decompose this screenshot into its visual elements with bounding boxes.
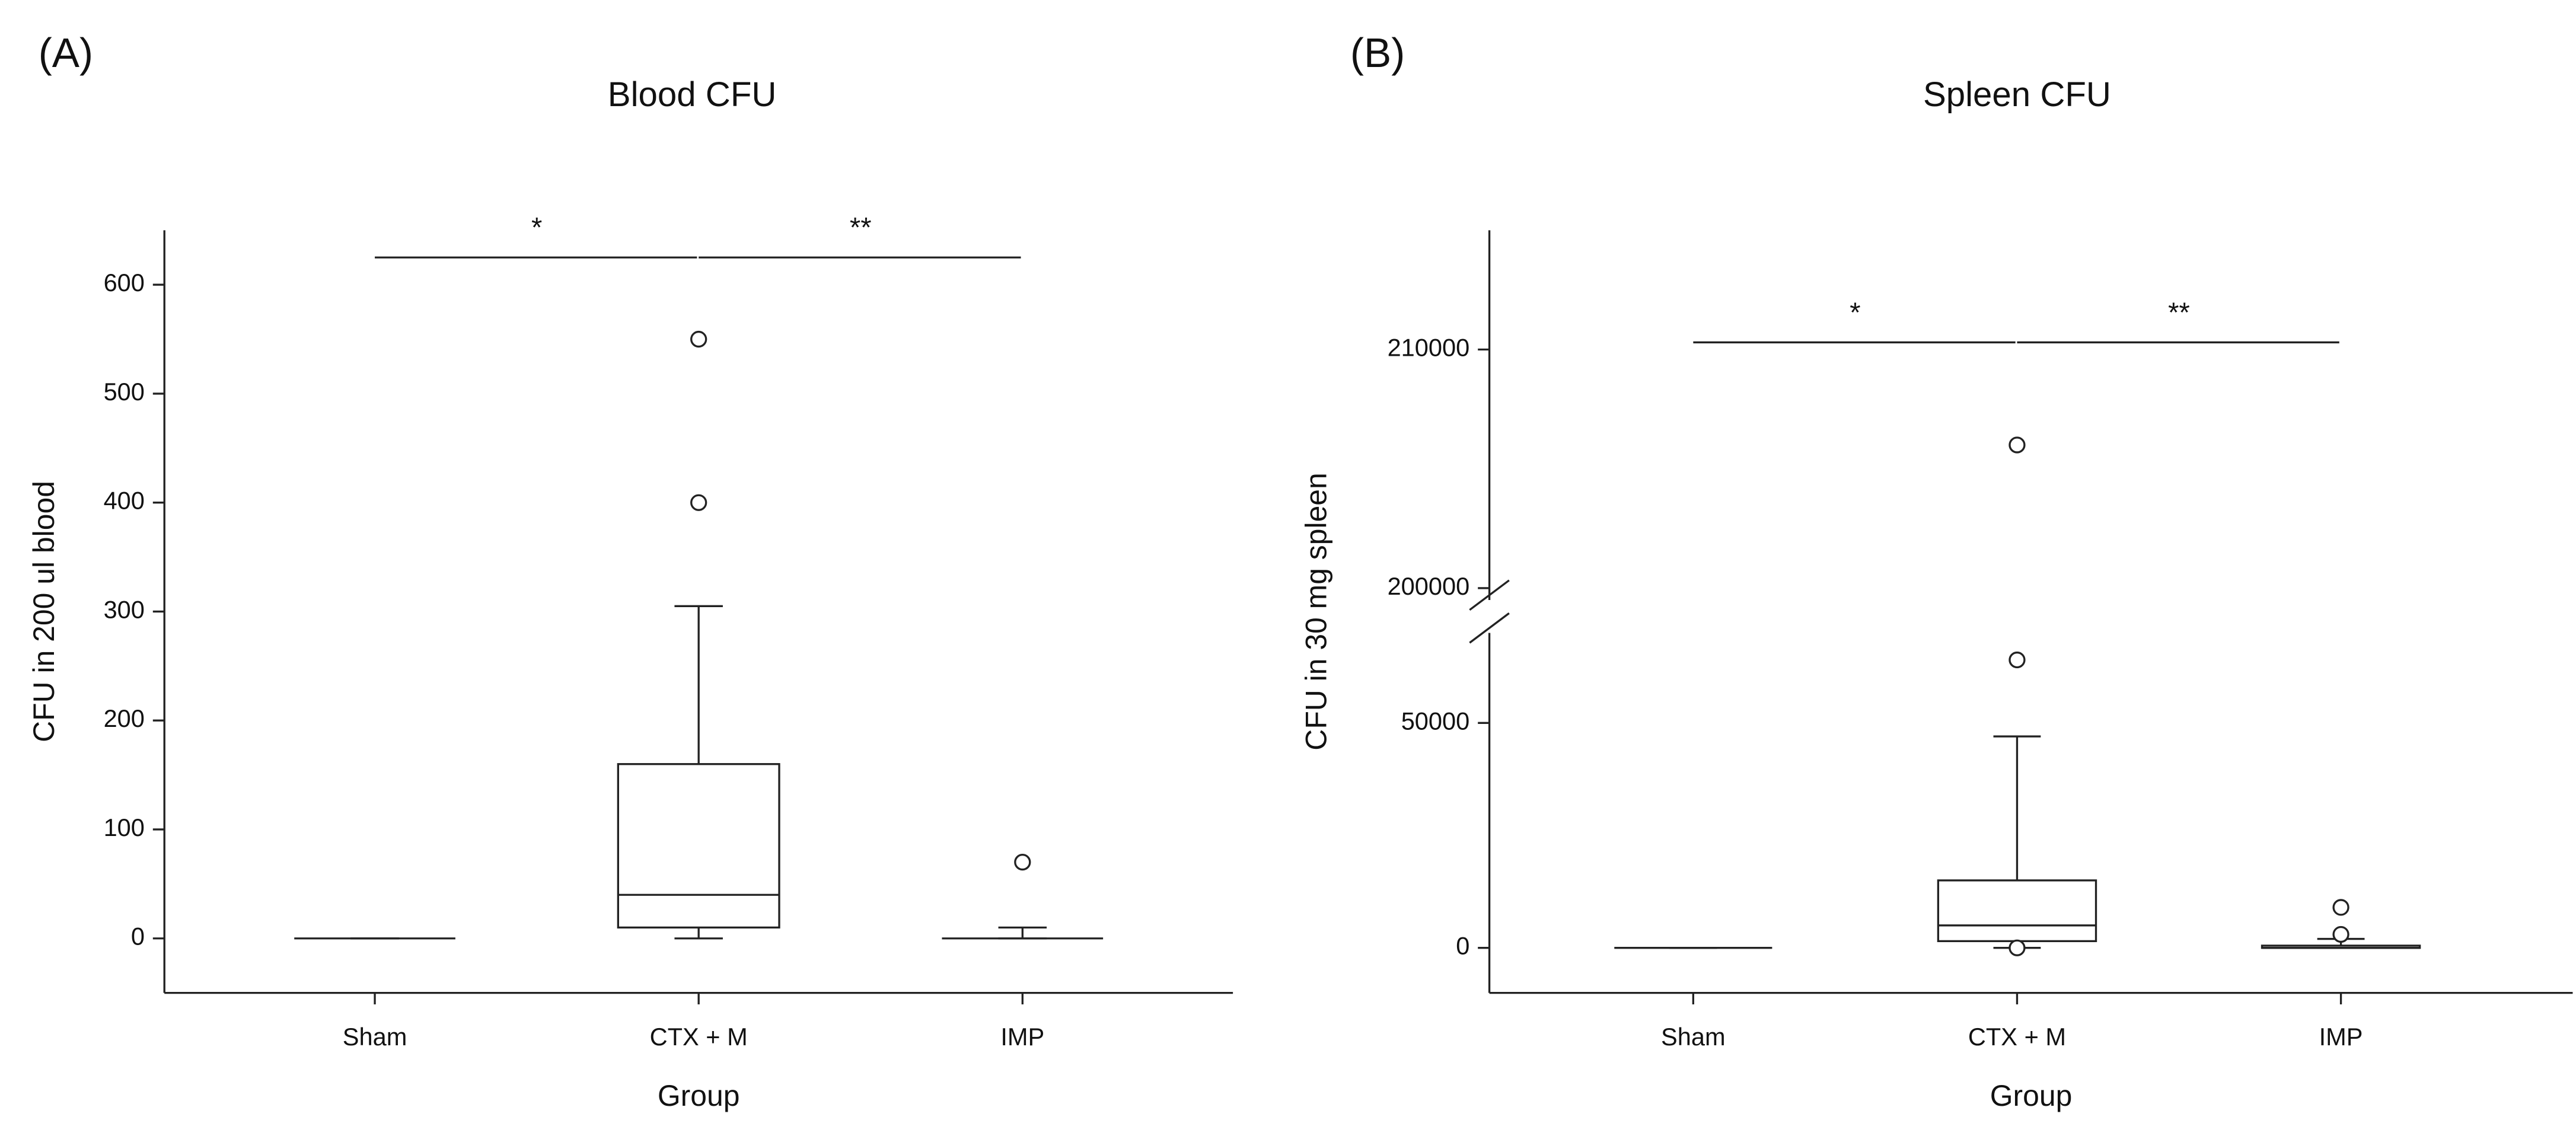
y-tick-label: 300 [104,595,145,623]
x-tick-label: IMP [2319,1023,2363,1051]
y-tick-label: 0 [1456,932,1469,960]
x-tick-label: CTX + M [650,1023,748,1051]
significance-label: ** [2168,296,2190,328]
significance-label: * [1850,296,1860,328]
x-tick-label: IMP [1000,1023,1044,1051]
axis-break [1469,612,1510,644]
significance-label: ** [850,212,872,243]
y-axis-label: CFU in 30 mg spleen [1299,473,1332,750]
axis-break [1469,579,1510,611]
x-tick-label: Sham [343,1023,407,1051]
y-tick-label: 600 [104,269,145,296]
y-tick-label: 500 [104,378,145,406]
outlier [2332,926,2349,943]
chart-title: Spleen CFU [1923,75,2111,114]
y-tick-label: 210000 [1388,334,1470,362]
y-tick-label: 100 [104,813,145,841]
x-tick-label: CTX + M [1968,1023,2066,1051]
y-tick-label: 200 [104,704,145,732]
y-tick-label: 200000 [1388,572,1470,600]
outlier [2008,436,2026,454]
outlier [690,494,707,511]
panel-label: (B) [1350,30,1405,76]
x-tick-label: Sham [1661,1023,1726,1051]
panel-label: (A) [39,30,93,76]
outlier [690,330,707,348]
outlier [2332,899,2349,916]
significance-label: * [531,212,542,243]
x-axis-label: Group [658,1079,740,1112]
y-tick-label: 50000 [1401,707,1470,735]
y-axis-label: CFU in 200 ul blood [27,481,60,742]
x-axis-label: Group [1990,1079,2073,1112]
outlier [1014,853,1031,871]
box [1937,879,2097,942]
y-tick-label: 0 [131,923,145,950]
chart-title: Blood CFU [608,75,777,114]
outlier [2008,939,2026,956]
box [617,763,780,929]
y-tick-label: 400 [104,487,145,515]
outlier [2008,651,2026,669]
